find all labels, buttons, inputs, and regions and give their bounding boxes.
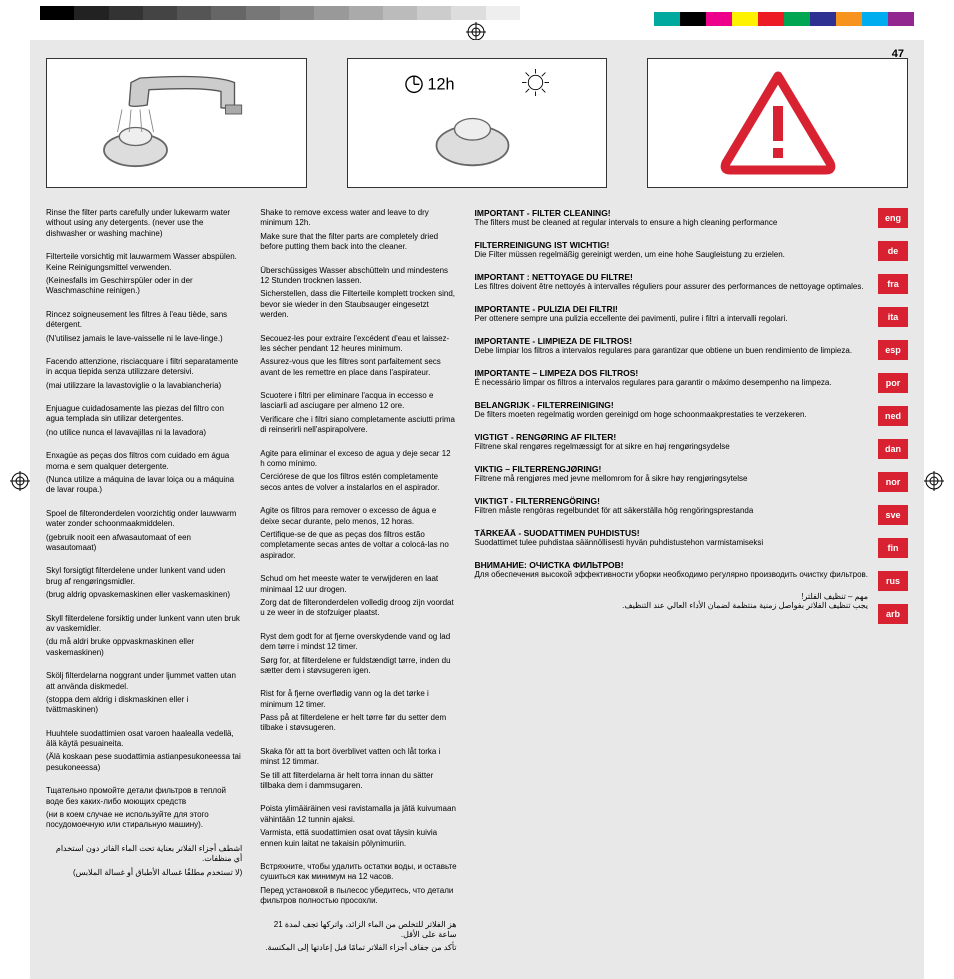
text-block-arb: هز الفلاتر للتخلص من الماء الزائد، واترك… — [260, 920, 456, 954]
lang-tab-sve: sve — [878, 505, 908, 525]
lang-tab-fra: fra — [878, 274, 908, 294]
lang-tab-fin: fin — [878, 538, 908, 558]
important-heading: FILTERREINIGUNG IST WICHTIG! — [475, 240, 869, 250]
color-bar-left — [40, 6, 520, 20]
important-block: ВНИМАНИЕ: ОЧИСТКА ФИЛЬТРОВ!Для обеспечен… — [475, 560, 869, 579]
text-block: Тщательно промойте детали фильтров в теп… — [46, 786, 242, 831]
text-block: Встряхните, чтобы удалить остатки воды, … — [260, 862, 456, 907]
important-heading: VIKTIG – FILTERRENGJØRING! — [475, 464, 869, 474]
text-block: Shake to remove excess water and leave t… — [260, 208, 456, 253]
important-heading: BELANGRIJK - FILTERREINIGING! — [475, 400, 869, 410]
important-block: IMPORTANT : NETTOYAGE DU FILTRE!Les filt… — [475, 272, 869, 291]
lang-tab-eng: eng — [878, 208, 908, 228]
lang-tab-dan: dan — [878, 439, 908, 459]
text-block: Skyll filterdelene forsiktig under lunke… — [46, 614, 242, 659]
lang-tab-ita: ita — [878, 307, 908, 327]
important-block: FILTERREINIGUNG IST WICHTIG!Die Filter m… — [475, 240, 869, 259]
lang-tab-por: por — [878, 373, 908, 393]
text-block: Schud om het meeste water te verwijderen… — [260, 574, 456, 619]
text-block: Ryst dem godt for at fjerne overskydende… — [260, 632, 456, 677]
important-heading: IMPORTANT - FILTER CLEANING! — [475, 208, 869, 218]
registration-mark-top — [466, 22, 486, 42]
column-important: IMPORTANT - FILTER CLEANING!The filters … — [475, 208, 909, 967]
important-block: IMPORTANT - FILTER CLEANING!The filters … — [475, 208, 869, 227]
important-heading: TÄRKEÄÄ - SUODATTIMEN PUHDISTUS! — [475, 528, 869, 538]
lang-tab-rus: rus — [878, 571, 908, 591]
lang-tab-nor: nor — [878, 472, 908, 492]
text-block: Secouez-les pour extraire l'excédent d'e… — [260, 334, 456, 379]
lang-tab-ned: ned — [878, 406, 908, 426]
text-block: Skyl forsigtigt filterdelene under lunke… — [46, 566, 242, 600]
registration-mark-right — [924, 471, 944, 491]
important-block: TÄRKEÄÄ - SUODATTIMEN PUHDISTUS!Suodatti… — [475, 528, 869, 547]
text-block: Poista ylimääräinen vesi ravistamalla ja… — [260, 804, 456, 849]
text-block: Rist for å fjerne overflødig vann og la … — [260, 689, 456, 734]
text-block: Agite para eliminar el exceso de agua y … — [260, 449, 456, 494]
warning-illustration — [647, 58, 908, 188]
dry-illustration: 12h — [347, 58, 608, 188]
important-heading: IMPORTANTE - PULIZIA DEI FILTRI! — [475, 304, 869, 314]
text-block: Enjuague cuidadosamente las piezas del f… — [46, 404, 242, 438]
important-block: IMPORTANTE - LIMPIEZA DE FILTROS!Debe li… — [475, 336, 869, 355]
important-heading: VIKTIGT - FILTERRENGÖRING! — [475, 496, 869, 506]
important-block: IMPORTANTE – LIMPEZA DOS FILTROS!É neces… — [475, 368, 869, 387]
important-block: BELANGRIJK - FILTERREINIGING!De filters … — [475, 400, 869, 419]
important-heading: IMPORTANTE – LIMPEZA DOS FILTROS! — [475, 368, 869, 378]
text-block: Agite os filtros para remover o excesso … — [260, 506, 456, 561]
language-tabs: eng de fra ita esp por ned dan nor sve fin rus arb — [878, 208, 908, 967]
column-dry: Shake to remove excess water and leave t… — [260, 208, 456, 967]
page-number: 47 — [892, 48, 904, 60]
illustration-row: 12h — [46, 58, 908, 188]
lang-tab-arb: arb — [878, 604, 908, 624]
text-block: Facendo attenzione, risciacquare i filtr… — [46, 357, 242, 391]
dry-time-label: 12h — [428, 76, 455, 94]
text-block-arb: اشطف أجزاء الفلاتر بعناية تحت الماء الفا… — [46, 844, 242, 878]
important-block: VIGTIGT - RENGØRING AF FILTER!Filtrene s… — [475, 432, 869, 451]
registration-mark-left — [10, 471, 30, 491]
rinse-illustration — [46, 58, 307, 188]
important-heading: IMPORTANTE - LIMPIEZA DE FILTROS! — [475, 336, 869, 346]
important-heading: ВНИМАНИЕ: ОЧИСТКА ФИЛЬТРОВ! — [475, 560, 869, 570]
column-rinse: Rinse the filter parts carefully under l… — [46, 208, 242, 967]
text-block: Überschüssiges Wasser abschütteln und mi… — [260, 266, 456, 321]
text-block: Rinse the filter parts carefully under l… — [46, 208, 242, 239]
important-heading: IMPORTANT : NETTOYAGE DU FILTRE! — [475, 272, 869, 282]
text-block: Skaka för att ta bort överblivet vatten … — [260, 747, 456, 792]
important-heading: VIGTIGT - RENGØRING AF FILTER! — [475, 432, 869, 442]
lang-tab-de: de — [878, 241, 908, 261]
important-block: VIKTIG – FILTERRENGJØRING!Filtrene må re… — [475, 464, 869, 483]
important-block: VIKTIGT - FILTERRENGÖRING!Filtren måste … — [475, 496, 869, 515]
important-block-arb: مهم – تنظيف الفلتر!يجب تنظيف الفلاتر بفو… — [475, 592, 869, 610]
text-block: Filterteile vorsichtig mit lauwarmem Was… — [46, 252, 242, 297]
important-block: IMPORTANTE - PULIZIA DEI FILTRI!Per otte… — [475, 304, 869, 323]
text-block: Huuhtele suodattimien osat varoen haalea… — [46, 729, 242, 774]
manual-page: 47 12h — [30, 40, 924, 979]
text-block: Skölj filterdelarna noggrant under ljumm… — [46, 671, 242, 716]
lang-tab-esp: esp — [878, 340, 908, 360]
text-columns: Rinse the filter parts carefully under l… — [46, 208, 908, 967]
text-block: Rincez soigneusement les filtres à l'eau… — [46, 310, 242, 344]
text-block: Enxagúe as peças dos filtros com cuidado… — [46, 451, 242, 496]
color-bar-right — [654, 12, 914, 26]
text-block: Spoel de filteronderdelen voorzichtig on… — [46, 509, 242, 554]
text-block: Scuotere i filtri per eliminare l'acqua … — [260, 391, 456, 436]
